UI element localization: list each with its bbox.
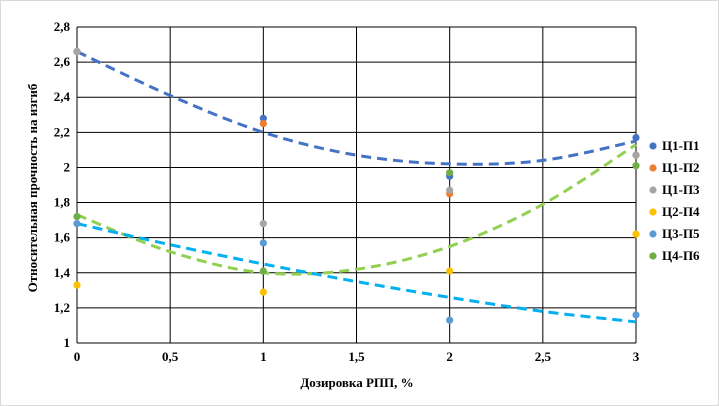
legend-label: Ц1-П3 (662, 182, 700, 197)
data-point (259, 239, 267, 247)
data-points (73, 47, 640, 324)
y-tick-label: 2,2 (54, 124, 70, 139)
data-point (259, 288, 267, 296)
legend-marker (649, 164, 657, 172)
data-point (446, 267, 454, 275)
data-point (632, 230, 640, 238)
x-axis-title: Дозировка РПП, % (300, 375, 413, 390)
y-tick-label: 1,2 (54, 300, 70, 315)
trendline (76, 50, 637, 166)
trendlines (76, 50, 637, 324)
x-tick-labels: 0 0,5 1 1,5 2 2,5 3 (74, 349, 640, 364)
x-tick-label: 1,5 (348, 349, 365, 364)
data-point (259, 119, 267, 128)
data-point (446, 316, 454, 324)
x-tick-label: 2,5 (535, 349, 552, 364)
data-point (73, 213, 81, 221)
y-tick-label: 2,4 (54, 89, 71, 104)
legend: Ц1-П1 Ц1-П2 Ц1-П3 Ц2-П4 Ц3-П5 Ц4-П6 (649, 138, 700, 263)
data-point (259, 114, 267, 122)
data-point (446, 186, 454, 194)
legend-label: Ц3-П5 (662, 226, 700, 241)
y-tick-label: 1 (64, 335, 71, 350)
data-point (73, 281, 81, 289)
grid (76, 26, 637, 344)
data-point (632, 151, 640, 159)
y-tick-labels: 1 1,2 1,4 1,6 1,8 2 2,2 2,4 2,6 2,8 (54, 19, 71, 350)
y-tick-label: 2,8 (54, 19, 71, 34)
data-point (73, 220, 81, 228)
data-point (259, 220, 267, 228)
x-tick-label: 0,5 (162, 349, 179, 364)
y-tick-label: 2 (64, 159, 71, 174)
y-axis-title: Относительная прочность на изгиб (25, 83, 40, 292)
data-point (632, 311, 640, 319)
legend-label: Ц1-П2 (662, 160, 700, 175)
data-point (73, 47, 81, 56)
y-tick-label: 1,4 (54, 265, 71, 280)
data-point (259, 267, 267, 275)
legend-marker (649, 142, 657, 150)
legend-label: Ц4-П6 (662, 248, 700, 263)
y-tick-label: 1,6 (54, 230, 71, 245)
x-tick-label: 1 (260, 349, 267, 364)
x-tick-label: 2 (446, 349, 453, 364)
data-point (632, 134, 640, 142)
trendline (76, 143, 637, 276)
legend-marker (649, 186, 657, 194)
data-point (632, 162, 640, 170)
legend-label: Ц1-П1 (662, 138, 700, 153)
y-tick-label: 2,6 (54, 54, 71, 69)
x-tick-label: 0 (74, 349, 81, 364)
legend-marker (649, 230, 657, 238)
legend-marker (649, 208, 657, 216)
legend-marker (649, 252, 657, 260)
legend-label: Ц2-П4 (662, 204, 700, 219)
y-tick-label: 1,8 (54, 195, 71, 210)
data-point (446, 169, 454, 177)
x-tick-label: 3 (633, 349, 640, 364)
